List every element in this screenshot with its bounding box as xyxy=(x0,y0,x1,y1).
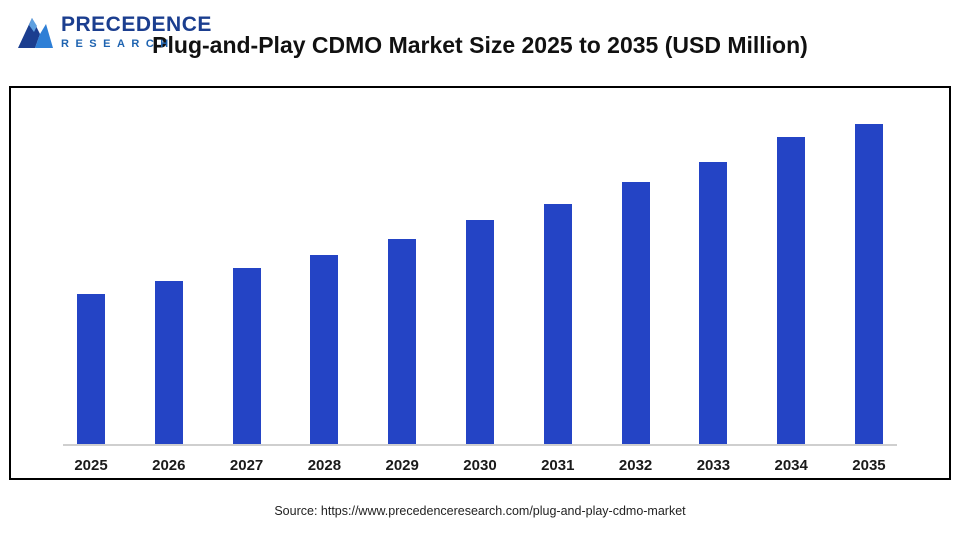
x-tick-label-2032: 2032 xyxy=(618,457,653,474)
x-tick-label-2035: 2035 xyxy=(852,457,886,474)
chart-panel: 2025 2026 2027 2028 2029 2030 2031 2032 2033 2034… xyxy=(9,86,951,480)
chart-plot xyxy=(63,124,897,446)
bar-2035 xyxy=(854,124,883,444)
x-tick-label-2027: 2027 xyxy=(229,457,264,474)
bar-2026 xyxy=(154,280,183,444)
source-text: Source: https://www.precedenceresearch.c… xyxy=(274,504,686,518)
x-axis-labels: 2025 2026 2027 2028 2029 2030 2031 2032 2033 2034… xyxy=(63,457,897,474)
logo-line1: PRECEDENCE xyxy=(61,13,212,36)
precedence-research-logo: PRECEDENCE RESEARCH xyxy=(16,12,212,52)
x-tick-label-2033: 2033 xyxy=(696,457,731,474)
bar-2029 xyxy=(388,239,417,444)
logo-text: PRECEDENCE RESEARCH xyxy=(61,13,212,51)
bar-2032 xyxy=(621,181,650,444)
footer: Source: https://www.precedenceresearch.c… xyxy=(0,502,960,520)
bar-2027 xyxy=(232,268,261,444)
x-tick-label-2034: 2034 xyxy=(774,457,808,474)
bar-2033 xyxy=(699,162,728,444)
bar-2025 xyxy=(77,293,105,444)
logo-line2: RESEARCH xyxy=(61,38,175,51)
mountain-peak-icon xyxy=(18,18,53,48)
bar-2028 xyxy=(310,255,339,444)
x-tick-label-2026: 2026 xyxy=(152,457,186,474)
bar-2034 xyxy=(777,136,806,444)
header: PRECEDENCE RESEARCH Plug-and-Play CDMO M… xyxy=(0,0,960,86)
x-tick-label-2031: 2031 xyxy=(541,457,575,474)
chart-title: Plug-and-Play CDMO Market Size 2025 to 2… xyxy=(152,31,808,58)
bar-2030 xyxy=(465,220,494,444)
x-tick-label-2028: 2028 xyxy=(307,457,342,474)
bar-2031 xyxy=(543,204,572,444)
x-tick-label-2030: 2030 xyxy=(463,457,497,474)
x-tick-label-2025: 2025 xyxy=(74,457,108,474)
x-tick-label-2029: 2029 xyxy=(385,457,419,474)
